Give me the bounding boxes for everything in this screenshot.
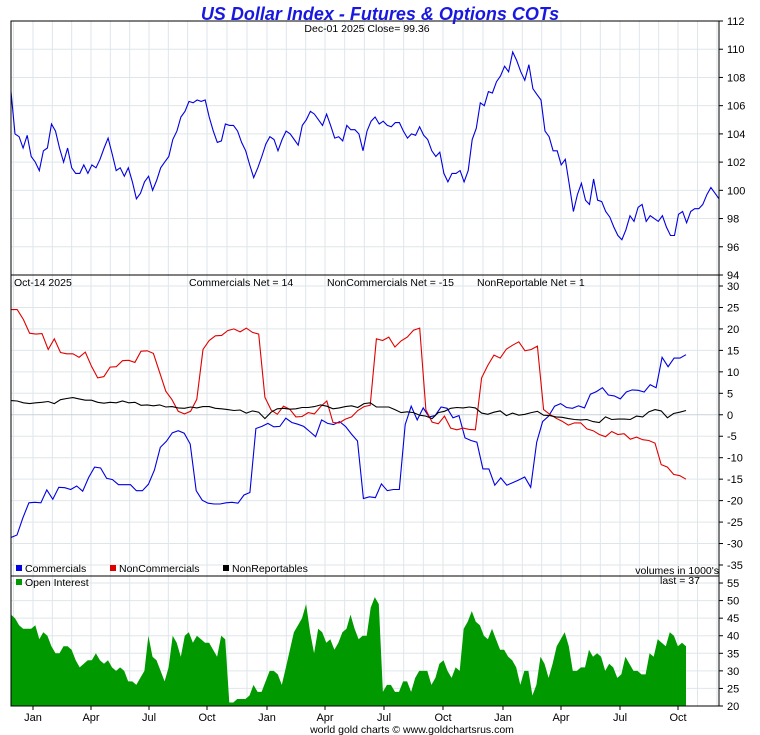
- price-caption: Dec-01 2025 Close= 99.36: [304, 23, 429, 35]
- oi-tick-label: 20: [727, 701, 739, 713]
- oi-tick-label: 50: [727, 596, 739, 608]
- cot-tick-label: 15: [727, 345, 739, 357]
- oi-tick-label: 35: [727, 648, 739, 660]
- x-tick-label: Oct: [198, 712, 215, 724]
- legend-swatch-commercials: [16, 565, 22, 571]
- outer-frame: [10, 20, 720, 707]
- cot-tick-label: 0: [727, 410, 733, 422]
- price-tick-label: 96: [727, 242, 739, 254]
- nonreportables-line: [10, 397, 687, 424]
- cot-tick-label: -15: [727, 474, 743, 486]
- x-tick-label: Jul: [142, 712, 156, 724]
- cot-tick-label: 30: [727, 281, 739, 293]
- x-tick-label: Oct: [669, 712, 686, 724]
- x-tick-label: Apr: [552, 712, 569, 724]
- oi-tick-label: 30: [727, 666, 739, 678]
- gridlines: [11, 20, 719, 707]
- noncommercials-net-label: NonCommercials Net = -15: [327, 277, 454, 289]
- open-interest-fill: [11, 597, 686, 706]
- price-tick-label: 110: [727, 44, 745, 56]
- cot-tick-label: -30: [727, 539, 743, 551]
- cot-tick-label: -20: [727, 496, 743, 508]
- price-tick-label: 98: [727, 214, 739, 226]
- cot-tick-label: -10: [727, 453, 743, 465]
- legend-label-nonreportables: NonReportables: [232, 563, 308, 575]
- price-tick-label: 94: [727, 270, 739, 282]
- open-interest-area: [11, 597, 686, 706]
- oi-tick-label: 40: [727, 631, 739, 643]
- x-tick-label: Apr: [316, 712, 333, 724]
- cot-tick-label: 5: [727, 388, 733, 400]
- commercials-line: [10, 354, 687, 539]
- price-line: [10, 50, 720, 241]
- cot-tick-label: 20: [727, 324, 739, 336]
- x-tick-label: Jan: [258, 712, 276, 724]
- legend-swatch-noncommercials: [110, 565, 116, 571]
- cot-tick-label: -35: [727, 560, 743, 572]
- oi-tick-label: 45: [727, 613, 739, 625]
- oi-tick-label: 55: [727, 578, 739, 590]
- cot-tick-label: 25: [727, 302, 739, 314]
- x-tick-label: Jan: [494, 712, 512, 724]
- series-lines: [10, 50, 720, 539]
- x-tick-label: Oct: [434, 712, 451, 724]
- cot-tick-label: -25: [727, 517, 743, 529]
- legends: Commercials NonCommercials NonReportables O…: [16, 563, 308, 589]
- price-tick-label: 104: [727, 129, 745, 141]
- x-tick-label: Jul: [377, 712, 391, 724]
- x-tick-label: Jan: [24, 712, 42, 724]
- price-tick-label: 106: [727, 101, 745, 113]
- cot-tick-label: -5: [727, 431, 737, 443]
- price-tick-label: 102: [727, 157, 745, 169]
- nonreportable-net-label: NonReportable Net = 1: [477, 277, 585, 289]
- price-tick-label: 100: [727, 185, 745, 197]
- units-note: volumes in 1000's: [635, 565, 719, 577]
- legend-label-noncommercials: NonCommercials: [119, 563, 200, 575]
- x-tick-label: Jul: [613, 712, 627, 724]
- panel-frames: [10, 20, 720, 707]
- x-tick-label: Apr: [82, 712, 99, 724]
- oi-tick-label: 25: [727, 683, 739, 695]
- footer-credit: world gold charts © www.goldchartsrus.co…: [309, 724, 514, 735]
- legend-swatch-open-interest: [16, 579, 22, 585]
- cot-date-label: Oct-14 2025: [14, 277, 72, 289]
- legend-label-commercials: Commercials: [25, 563, 86, 575]
- legend-label-open-interest: Open Interest: [25, 577, 89, 589]
- noncommercials-line: [11, 309, 687, 480]
- cot-tick-label: 10: [727, 367, 739, 379]
- tick-labels: 112110108106104102100989694302520151050-…: [24, 16, 745, 724]
- legend-swatch-nonreportables: [223, 565, 229, 571]
- price-tick-label: 112: [727, 16, 745, 28]
- commercials-net-label: Commercials Net = 14: [189, 277, 293, 289]
- price-tick-label: 108: [727, 72, 745, 84]
- oi-last-label: last = 37: [660, 575, 700, 587]
- chart-title: US Dollar Index - Futures & Options COTs: [201, 4, 559, 24]
